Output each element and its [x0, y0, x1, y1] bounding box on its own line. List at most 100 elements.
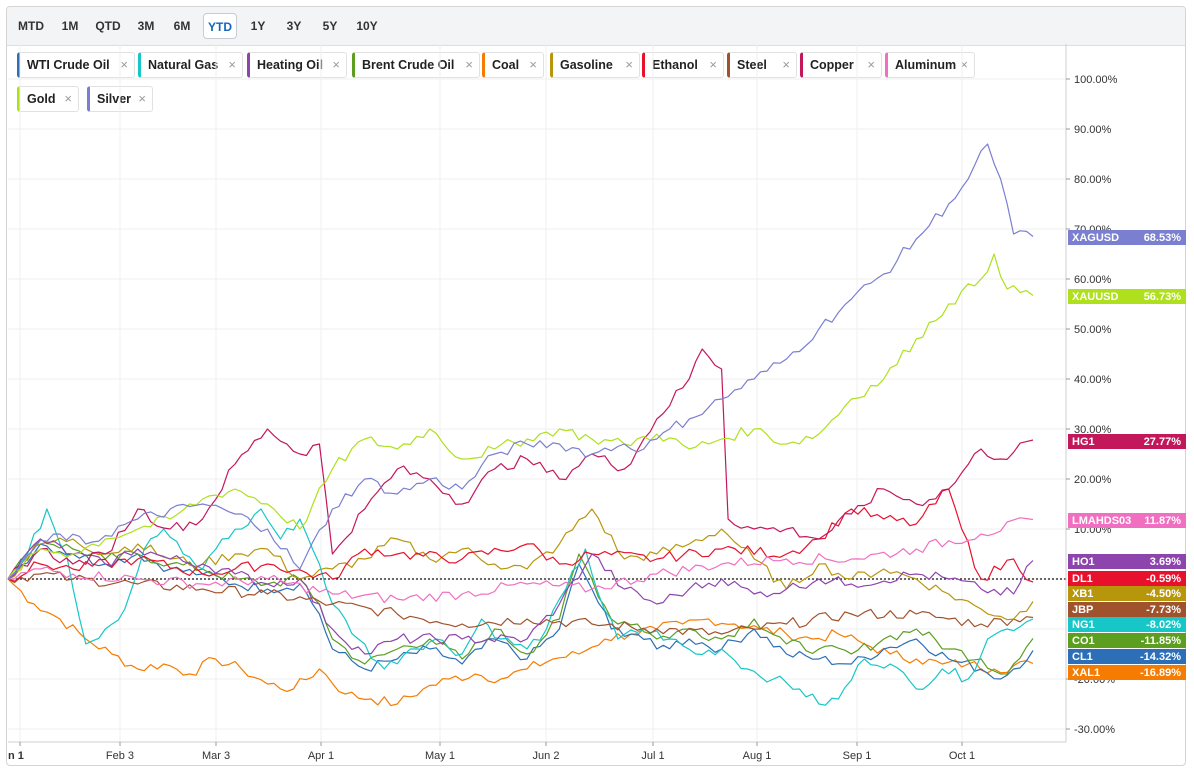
value-tag-symbol: XAL1 — [1072, 667, 1100, 679]
range-button-ytd[interactable]: YTD — [203, 13, 237, 39]
legend-chip-label: Steel — [737, 58, 767, 72]
close-icon[interactable]: × — [465, 57, 473, 72]
value-tag-value: 68.53% — [1144, 232, 1182, 244]
y-tick-label: 30.00% — [1074, 424, 1112, 436]
legend-chip-gold[interactable]: Gold × — [17, 86, 79, 112]
value-tag-jbp: JBP -7.73% — [1068, 602, 1186, 617]
series-line-gasoline[interactable] — [7, 508, 1034, 621]
y-tick-label: 80.00% — [1074, 174, 1112, 186]
close-icon[interactable]: × — [529, 57, 537, 72]
legend-chip-coal[interactable]: Coal × — [482, 52, 544, 78]
x-tick-label: May 1 — [425, 750, 455, 762]
value-tag-bg — [1068, 649, 1186, 664]
value-tag-value: -8.02% — [1146, 619, 1181, 631]
series-line-steel[interactable] — [7, 571, 1034, 636]
value-tag-dl1: DL1 -0.59% — [1068, 571, 1186, 586]
value-tag-bg — [1068, 289, 1186, 304]
y-tick-label: 60.00% — [1074, 274, 1112, 286]
legend-chip-gasoline[interactable]: Gasoline × — [550, 52, 640, 78]
legend-chip-label: WTI Crude Oil — [27, 58, 110, 72]
legend-chip-aluminum[interactable]: Aluminum × — [885, 52, 975, 78]
close-icon[interactable]: × — [138, 91, 146, 106]
y-tick-label: 20.00% — [1074, 474, 1112, 486]
chart-frame: MTD 1M QTD 3M 6M YTD 1Y 3Y 5Y 10Y WTI Crude Oil × N… — [6, 6, 1186, 766]
value-tag-bg — [1068, 513, 1186, 528]
range-button-10y[interactable]: 10Y — [356, 19, 378, 33]
value-tag-symbol: CO1 — [1072, 635, 1095, 647]
last-value-tags: XAGUSD 68.53% XAUUSD 56.73% HG1 27.77% LMAHDS0… — [1068, 230, 1186, 680]
legend-chip-label: Gasoline — [560, 58, 613, 72]
value-tag-symbol: JBP — [1072, 604, 1093, 616]
value-tag-symbol: NG1 — [1072, 619, 1095, 631]
value-tag-ho1: HO1 3.69% — [1068, 554, 1186, 569]
value-tag-symbol: HO1 — [1072, 556, 1095, 568]
x-tick-label: Feb 3 — [106, 750, 134, 762]
close-icon[interactable]: × — [64, 91, 72, 106]
close-icon[interactable]: × — [782, 57, 790, 72]
series-line-natural-gas[interactable] — [7, 508, 1034, 706]
close-icon[interactable]: × — [120, 57, 128, 72]
value-tag-symbol: LMAHDS03 — [1072, 515, 1131, 527]
value-tag-symbol: XAUUSD — [1072, 291, 1119, 303]
series-line-coal[interactable] — [7, 578, 1034, 707]
close-icon[interactable]: × — [625, 57, 633, 72]
range-button-1y[interactable]: 1Y — [250, 19, 266, 33]
range-button-6m[interactable]: 6M — [173, 19, 191, 33]
x-tick-label: Oct 1 — [949, 750, 975, 762]
value-tag-value: -0.59% — [1146, 573, 1181, 585]
series-line-brent-crude-oil[interactable] — [7, 538, 1034, 675]
range-button-mtd[interactable]: MTD — [18, 19, 44, 33]
value-tag-value: -4.50% — [1146, 588, 1181, 600]
series-group — [7, 143, 1034, 707]
series-line-silver[interactable] — [7, 143, 1034, 580]
legend-chip-label: Silver — [97, 92, 132, 106]
range-button-3y[interactable]: 3Y — [286, 19, 302, 33]
close-icon[interactable]: × — [709, 57, 717, 72]
value-tag-co1: CO1 -11.85% — [1068, 633, 1186, 648]
value-tag-bg — [1068, 230, 1186, 245]
value-tag-bg — [1068, 617, 1186, 632]
legend-chip-ethanol[interactable]: Ethanol × — [642, 52, 724, 78]
series-line-aluminum[interactable] — [7, 517, 1034, 604]
series-line-heating-oil[interactable] — [7, 538, 1034, 655]
value-tag-value: 3.69% — [1150, 556, 1181, 568]
value-tag-symbol: XAGUSD — [1072, 232, 1119, 244]
value-tag-value: 56.73% — [1144, 291, 1182, 303]
range-button-3m[interactable]: 3M — [137, 19, 155, 33]
legend-chip-natural-gas[interactable]: Natural Gas × — [138, 52, 243, 78]
series-line-gold[interactable] — [7, 253, 1034, 580]
range-button-qtd[interactable]: QTD — [95, 19, 121, 33]
series-line-ethanol[interactable] — [7, 488, 1034, 583]
range-button-5y[interactable]: 5Y — [322, 19, 338, 33]
y-tick-label: 100.00% — [1074, 74, 1118, 86]
series-line-copper[interactable] — [7, 348, 1034, 580]
legend-chip-copper[interactable]: Copper × — [800, 52, 882, 78]
value-tag-bg — [1068, 633, 1186, 648]
series-line-wti-crude-oil[interactable] — [7, 543, 1034, 680]
y-tick-label: 50.00% — [1074, 324, 1112, 336]
value-tag-xb1: XB1 -4.50% — [1068, 586, 1186, 601]
close-icon[interactable]: × — [228, 57, 236, 72]
legend-chip-label: Brent Crude Oil — [362, 58, 455, 72]
legend-chip-brent-crude-oil[interactable]: Brent Crude Oil × — [352, 52, 480, 78]
value-tag-symbol: HG1 — [1072, 436, 1095, 448]
legend-chip-steel[interactable]: Steel × — [727, 52, 797, 78]
close-icon[interactable]: × — [867, 57, 875, 72]
x-tick-label: Jun 2 — [533, 750, 560, 762]
value-tag-lmahds03: LMAHDS03 11.87% — [1068, 513, 1186, 528]
legend-chip-heating-oil[interactable]: Heating Oil × — [247, 52, 347, 78]
legend-chip-label: Coal — [492, 58, 520, 72]
x-axis: n 1 Feb 3 Mar 3 Apr 1 May 1 Jun 2 Jul 1 Aug 1 Se… — [8, 741, 1066, 762]
close-icon[interactable]: × — [960, 57, 968, 72]
value-tag-value: -7.73% — [1146, 604, 1181, 616]
legend-chip-label: Copper — [810, 58, 854, 72]
legend-chip-wti-crude-oil[interactable]: WTI Crude Oil × — [17, 52, 135, 78]
x-tick-label: n 1 — [8, 750, 24, 762]
close-icon[interactable]: × — [332, 57, 340, 72]
range-toolbar: MTD 1M QTD 3M 6M YTD 1Y 3Y 5Y 10Y — [7, 7, 1185, 46]
range-button-1m[interactable]: 1M — [61, 19, 79, 33]
legend-chip-label: Natural Gas — [148, 58, 219, 72]
y-tick-label: -30.00% — [1074, 724, 1115, 736]
value-tag-symbol: DL1 — [1072, 573, 1093, 585]
